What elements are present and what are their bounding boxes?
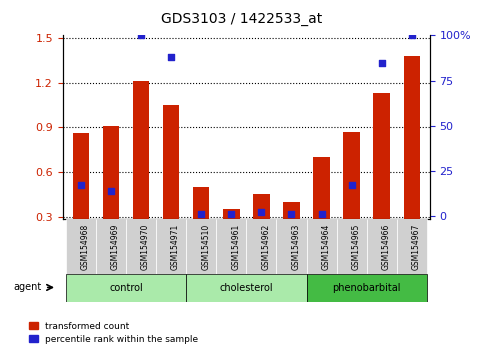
Point xyxy=(107,188,115,194)
Bar xyxy=(313,157,330,261)
Bar xyxy=(103,126,119,261)
Bar xyxy=(133,81,149,261)
Point xyxy=(287,211,295,217)
Text: GSM154964: GSM154964 xyxy=(322,224,330,270)
Point xyxy=(318,211,326,217)
Bar xyxy=(403,56,420,261)
Bar xyxy=(373,93,390,261)
Point xyxy=(378,60,385,65)
Bar xyxy=(193,187,210,261)
Text: GDS3103 / 1422533_at: GDS3103 / 1422533_at xyxy=(161,12,322,27)
Bar xyxy=(337,219,367,274)
Point xyxy=(408,33,416,38)
Legend: transformed count, percentile rank within the sample: transformed count, percentile rank withi… xyxy=(28,322,198,344)
Bar xyxy=(126,219,156,274)
Point xyxy=(167,54,175,60)
Text: GSM154510: GSM154510 xyxy=(201,224,210,270)
Point xyxy=(77,183,85,188)
Bar xyxy=(163,105,179,261)
Text: GSM154965: GSM154965 xyxy=(352,224,361,270)
Bar xyxy=(307,219,337,274)
Text: GSM154966: GSM154966 xyxy=(382,224,391,270)
Text: GSM154961: GSM154961 xyxy=(231,224,240,270)
Bar xyxy=(276,219,307,274)
Point xyxy=(348,183,355,188)
Bar xyxy=(253,194,270,261)
Bar xyxy=(367,219,397,274)
Bar xyxy=(156,219,186,274)
Text: GSM154968: GSM154968 xyxy=(81,224,90,270)
Point xyxy=(137,33,145,38)
Text: GSM154962: GSM154962 xyxy=(261,224,270,270)
Bar xyxy=(66,274,186,302)
Text: GSM154970: GSM154970 xyxy=(141,224,150,270)
Point xyxy=(257,210,265,215)
Text: agent: agent xyxy=(14,282,42,292)
Bar xyxy=(283,202,300,261)
Point xyxy=(227,211,235,217)
Text: GSM154967: GSM154967 xyxy=(412,224,421,270)
Bar xyxy=(223,209,240,261)
Bar xyxy=(72,133,89,261)
Text: control: control xyxy=(109,283,143,293)
Text: GSM154963: GSM154963 xyxy=(291,224,300,270)
Text: GSM154969: GSM154969 xyxy=(111,224,120,270)
Bar xyxy=(307,274,427,302)
Bar xyxy=(343,132,360,261)
Bar xyxy=(96,219,126,274)
Bar xyxy=(186,274,307,302)
Text: GSM154971: GSM154971 xyxy=(171,224,180,270)
Text: cholesterol: cholesterol xyxy=(219,283,273,293)
Bar xyxy=(186,219,216,274)
Point xyxy=(198,211,205,217)
Bar xyxy=(397,219,427,274)
Bar xyxy=(216,219,246,274)
Bar xyxy=(246,219,276,274)
Text: phenobarbital: phenobarbital xyxy=(332,283,401,293)
Bar xyxy=(66,219,96,274)
